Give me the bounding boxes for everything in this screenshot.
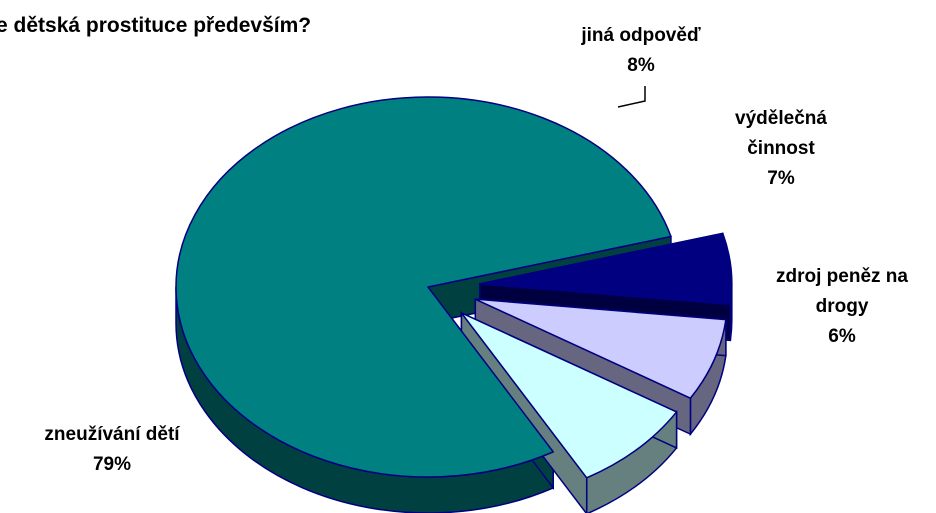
- slice-3-name-line: jiná odpověď: [580, 25, 701, 46]
- slice-1-name-line: zdroj peněz na: [776, 266, 908, 287]
- slice-1-label: zdroj peněz na drogy 6%: [776, 266, 908, 347]
- slice-labels: zneužívání dětí 79% zdroj peněz na drogy 6% v…: [44, 25, 908, 475]
- pie-tops: [175, 96, 733, 479]
- slice-1-value-label: 6%: [828, 326, 856, 347]
- slice-3-leader-line: [617, 86, 646, 108]
- slice-0-top: [175, 96, 672, 478]
- slice-3-label: jiná odpověď 8%: [580, 25, 701, 76]
- slice-0-label: zneužívání dětí 79%: [44, 424, 180, 475]
- slice-2-value-label: 7%: [767, 168, 795, 189]
- slice-1-top: [479, 232, 733, 306]
- slice-2-name-line: výdělečná: [735, 108, 827, 129]
- slice-0-value-label: 79%: [93, 454, 131, 475]
- chart-title: e dětská prostituce především?: [0, 14, 311, 37]
- slice-0-name-line: zneužívání dětí: [44, 424, 180, 445]
- slice-2-top: [474, 298, 727, 399]
- slice-3-top: [460, 312, 678, 479]
- leader-lines: [617, 86, 646, 108]
- slice-2-name-line: činnost: [747, 138, 815, 159]
- slice-1-name-line: drogy: [816, 296, 869, 317]
- slice-3-value-label: 8%: [627, 55, 655, 76]
- slice-2-label: výdělečná činnost 7%: [735, 108, 827, 189]
